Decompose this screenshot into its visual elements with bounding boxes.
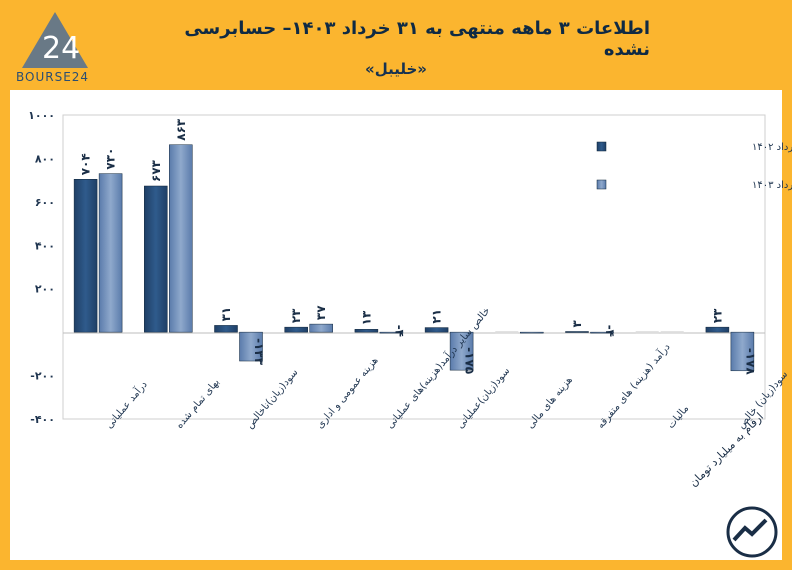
bar-series1 [144, 185, 168, 333]
plot-area [62, 114, 766, 420]
bar-series1 [635, 331, 659, 334]
bar-series2 [379, 331, 404, 334]
bar-data-label: ۶۷۳ [149, 159, 163, 182]
bar-series2 [98, 173, 123, 333]
chart-subtitle: «خلیبل» [365, 60, 427, 78]
y-tick-label: ۱۰۰۰ [28, 109, 55, 122]
bourse24-logo: 24 [20, 10, 90, 74]
bar-data-label: -۱۷۵ [463, 347, 477, 374]
bar-data-label: -۱۳۳ [252, 338, 266, 366]
bars-group: ۷۰۴ ۶۷۳ ۳۱ ۲۳ ۱۳ ۲۱ ۳ ۲۳ ۷۳۰ ۸۶۳ -۱۳۳ ۳۷ -۴ -۱۷۵ -۴ -۱۷… [73, 118, 757, 376]
bar-series1 [424, 327, 449, 333]
y-tick-label: -۲۰۰ [30, 370, 55, 383]
bar-data-label: -۴ [603, 325, 617, 337]
y-tick-label: ۸۰۰ [35, 152, 55, 165]
bar-data-label: ۷۰۴ [79, 153, 93, 175]
legend-label: عملکرد منتهی به خرداد ۱۴۰۳ [752, 180, 792, 191]
y-tick-label: ۶۰۰ [35, 196, 55, 209]
y-tick-label: ۴۰۰ [35, 239, 55, 252]
bar-data-label: ۳۱ [219, 307, 233, 322]
bar-series1 [495, 331, 519, 334]
y-tick-label: ۲۰۰ [35, 283, 55, 296]
bar-series1 [214, 325, 238, 333]
bar-series1 [565, 331, 589, 333]
bar-data-label: ۳۷ [314, 305, 328, 320]
brand-name: BOURSE24 [16, 70, 90, 84]
svg-text:24: 24 [42, 31, 80, 66]
bar-data-label: ۱۳ [359, 310, 373, 325]
bar-data-label: -۱۷۸ [743, 348, 757, 376]
bar-data-label: -۴ [392, 325, 406, 337]
y-tick-label: -۴۰۰ [30, 413, 55, 426]
chart-title: اطلاعات ۳ ماهه منتهی به ۳۱ خرداد ۱۴۰۳– ح… [184, 18, 650, 60]
bar-data-label: ۲۳ [710, 308, 724, 323]
bar-data-label: ۲۳ [289, 308, 303, 323]
bar-data-label: ۸۶۳ [174, 118, 188, 141]
badge-circle [726, 506, 778, 558]
bar-series2 [730, 331, 755, 372]
bar-series2 [449, 331, 474, 371]
y-axis: -۴۰۰ -۲۰۰ ۲۰۰ ۴۰۰ ۶۰۰ ۸۰۰ ۱۰۰۰ [28, 109, 55, 426]
legend-label: عملکرد منتهی به خرداد ۱۴۰۲ [752, 142, 792, 153]
bar-data-label: ۷۳۰ [104, 148, 118, 170]
legend: عملکرد منتهی به خرداد ۱۴۰۲ عملکرد منتهی ب… [596, 141, 792, 191]
bar-series2 [590, 331, 614, 334]
bar-series2 [309, 323, 333, 333]
bar-series2 [239, 331, 263, 362]
trend-up-icon [732, 518, 768, 542]
bar-series1 [705, 326, 730, 333]
legend-swatch [596, 141, 607, 152]
bar-series2 [660, 331, 684, 334]
bar-series1 [354, 329, 379, 333]
bar-series2 [169, 144, 193, 333]
bar-series2 [520, 331, 544, 334]
bar-data-label: ۲۱ [430, 309, 444, 324]
bar-series1 [284, 326, 308, 333]
legend-swatch [596, 179, 607, 190]
bar-data-label: ۳ [570, 319, 584, 327]
bar-series1 [73, 179, 98, 333]
